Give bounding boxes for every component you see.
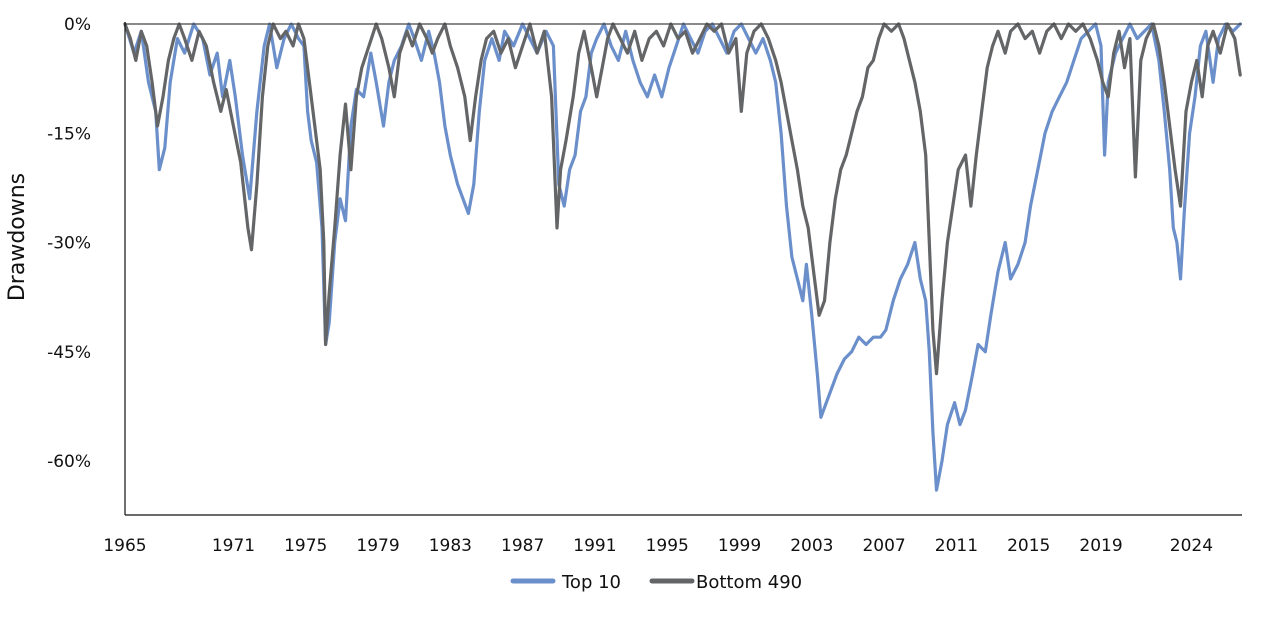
y-axis-title: Drawdowns <box>5 173 30 301</box>
x-tick-label: 2011 <box>935 536 978 556</box>
series-line-top10 <box>123 22 1242 492</box>
x-tick-label: 2019 <box>1079 536 1122 556</box>
x-tick-label: 1983 <box>429 536 472 556</box>
y-tick-label: -30% <box>47 234 91 254</box>
x-tick-label: 2007 <box>862 536 905 556</box>
legend-label-top10: Top 10 <box>561 572 621 593</box>
x-tick-label: 1999 <box>718 536 761 556</box>
x-tick-label: 1965 <box>103 536 146 556</box>
x-tick-label: 1975 <box>284 536 327 556</box>
y-tick-label: -60% <box>47 452 91 472</box>
x-tick-label: 1991 <box>573 536 616 556</box>
x-tick-label: 2015 <box>1007 536 1050 556</box>
x-tick-label: 1979 <box>356 536 399 556</box>
x-tick-label: 2003 <box>790 536 833 556</box>
y-tick-label: -45% <box>47 343 91 363</box>
x-tick-label: 2024 <box>1170 536 1213 556</box>
legend-label-bottom490: Bottom 490 <box>696 572 802 593</box>
x-tick-label: 1987 <box>501 536 544 556</box>
legend: Top 10 Bottom 490 <box>510 572 802 593</box>
y-tick-label: 0% <box>64 15 91 35</box>
series-line-bottom490 <box>123 22 1242 376</box>
x-tick-label: 1995 <box>646 536 689 556</box>
x-tick-label: 1971 <box>212 536 255 556</box>
y-tick-label: -15% <box>47 124 91 144</box>
